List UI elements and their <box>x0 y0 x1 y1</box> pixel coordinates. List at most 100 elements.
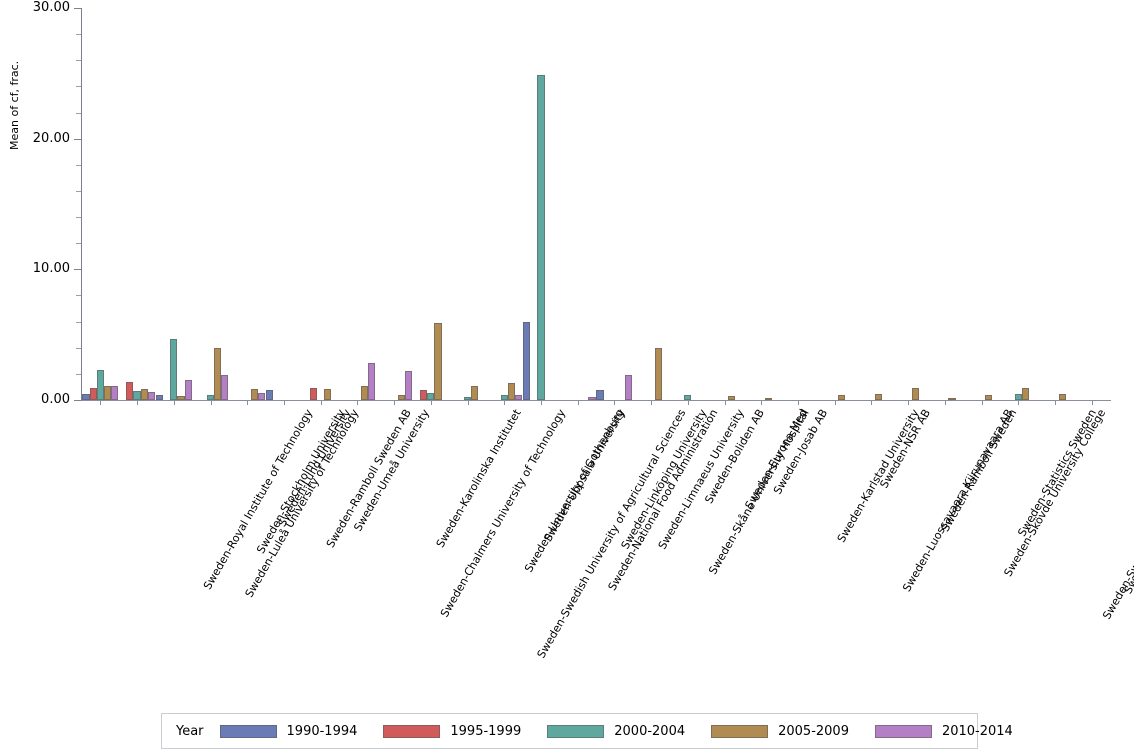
x-tick-mark <box>797 401 799 405</box>
legend-label: 2000-2004 <box>614 723 686 739</box>
bar <box>1058 394 1066 400</box>
legend-item[interactable]: 2010-2014 <box>874 723 1013 739</box>
y-tick-minor <box>76 34 81 36</box>
legend-swatch-icon <box>383 724 441 738</box>
bar <box>360 386 369 400</box>
bar <box>1021 388 1029 400</box>
y-tick-minor <box>76 164 81 166</box>
y-tick-minor <box>76 373 81 375</box>
y-tick-minor <box>76 86 81 88</box>
legend-item[interactable]: 2000-2004 <box>547 724 685 739</box>
bar <box>911 388 919 400</box>
y-tick-major <box>74 400 81 401</box>
bar <box>838 394 846 400</box>
bar <box>537 74 545 400</box>
y-tick-minor <box>76 190 81 192</box>
bar <box>507 383 515 400</box>
bar <box>103 385 112 400</box>
bar <box>214 347 222 400</box>
y-axis-line <box>81 8 82 400</box>
x-tick-label: Sweden-Ramboll Sweden <box>938 407 1020 534</box>
y-tick-label: 20.00 <box>32 130 70 146</box>
x-tick-mark <box>540 401 542 405</box>
legend-label: 2010-2014 <box>941 723 1013 739</box>
x-tick-mark <box>504 401 506 405</box>
x-tick-label: Sweden-Karolinska Institutet <box>434 407 525 550</box>
x-tick-mark <box>761 401 763 405</box>
x-tick-mark <box>687 401 689 405</box>
bar <box>434 322 442 400</box>
x-tick-mark <box>137 401 139 405</box>
bar <box>133 390 141 400</box>
bar <box>147 392 156 400</box>
y-tick-major <box>74 8 81 9</box>
bar <box>427 392 435 400</box>
bar <box>126 382 134 400</box>
legend-item[interactable]: 2005-2009 <box>711 724 849 739</box>
x-tick-mark <box>1054 401 1056 405</box>
y-tick-minor <box>76 243 81 245</box>
bar <box>874 394 883 400</box>
plot-area <box>82 8 1110 400</box>
x-tick-mark <box>651 401 653 405</box>
legend-swatch-icon <box>711 724 769 738</box>
bar <box>397 394 405 400</box>
legend-title: Year <box>176 723 204 739</box>
x-tick-mark <box>577 401 579 405</box>
x-tick-mark <box>283 401 285 405</box>
bar <box>764 398 772 400</box>
y-tick-minor <box>76 60 81 62</box>
bar <box>177 396 185 400</box>
x-tick-mark <box>430 401 432 405</box>
legend-swatch-icon <box>219 724 277 738</box>
legend: Year 1990-1994 1995-1999 2000-2004 2005-200… <box>161 713 1013 749</box>
y-tick-label: 30.00 <box>32 0 70 15</box>
bar <box>471 386 479 400</box>
bar <box>265 389 274 400</box>
y-tick-label: 0.00 <box>41 392 70 407</box>
bar <box>258 392 266 400</box>
bar <box>309 388 318 400</box>
legend-item[interactable]: 1990-1994 <box>219 723 358 739</box>
x-tick-mark <box>834 401 836 405</box>
x-tick-mark <box>247 401 249 405</box>
bar <box>515 395 523 400</box>
bar <box>728 396 736 400</box>
x-tick-mark <box>173 401 175 405</box>
y-tick-minor <box>76 321 81 323</box>
bar <box>111 386 119 400</box>
bar <box>625 374 633 400</box>
bar <box>985 394 993 400</box>
x-tick-mark <box>320 401 322 405</box>
x-tick-mark <box>210 401 212 405</box>
y-tick-label: 10.00 <box>32 261 70 277</box>
bar <box>419 389 428 400</box>
bar <box>588 396 596 400</box>
x-tick-mark <box>100 401 102 405</box>
bar <box>948 398 956 400</box>
bar <box>1014 394 1022 400</box>
bar <box>463 397 472 400</box>
x-tick-mark <box>871 401 873 405</box>
bar <box>654 347 662 400</box>
x-tick-mark <box>614 401 616 405</box>
legend-label: 1990-1994 <box>286 723 358 739</box>
legend-label: 1995-1999 <box>450 723 522 739</box>
x-tick-mark <box>944 401 946 405</box>
x-tick-mark <box>908 401 910 405</box>
legend-label: 2005-2009 <box>778 723 849 739</box>
bar <box>522 321 531 400</box>
bar <box>250 388 258 400</box>
bar <box>596 389 604 400</box>
bar <box>155 395 163 400</box>
legend-item[interactable]: 1995-1999 <box>383 724 521 739</box>
x-tick-mark <box>981 401 983 405</box>
legend-swatch-icon <box>874 724 932 738</box>
bar <box>684 394 692 400</box>
bar <box>184 380 192 400</box>
bar <box>221 374 229 400</box>
x-tick-mark <box>467 401 469 405</box>
bar <box>96 369 104 400</box>
bar <box>140 388 148 400</box>
